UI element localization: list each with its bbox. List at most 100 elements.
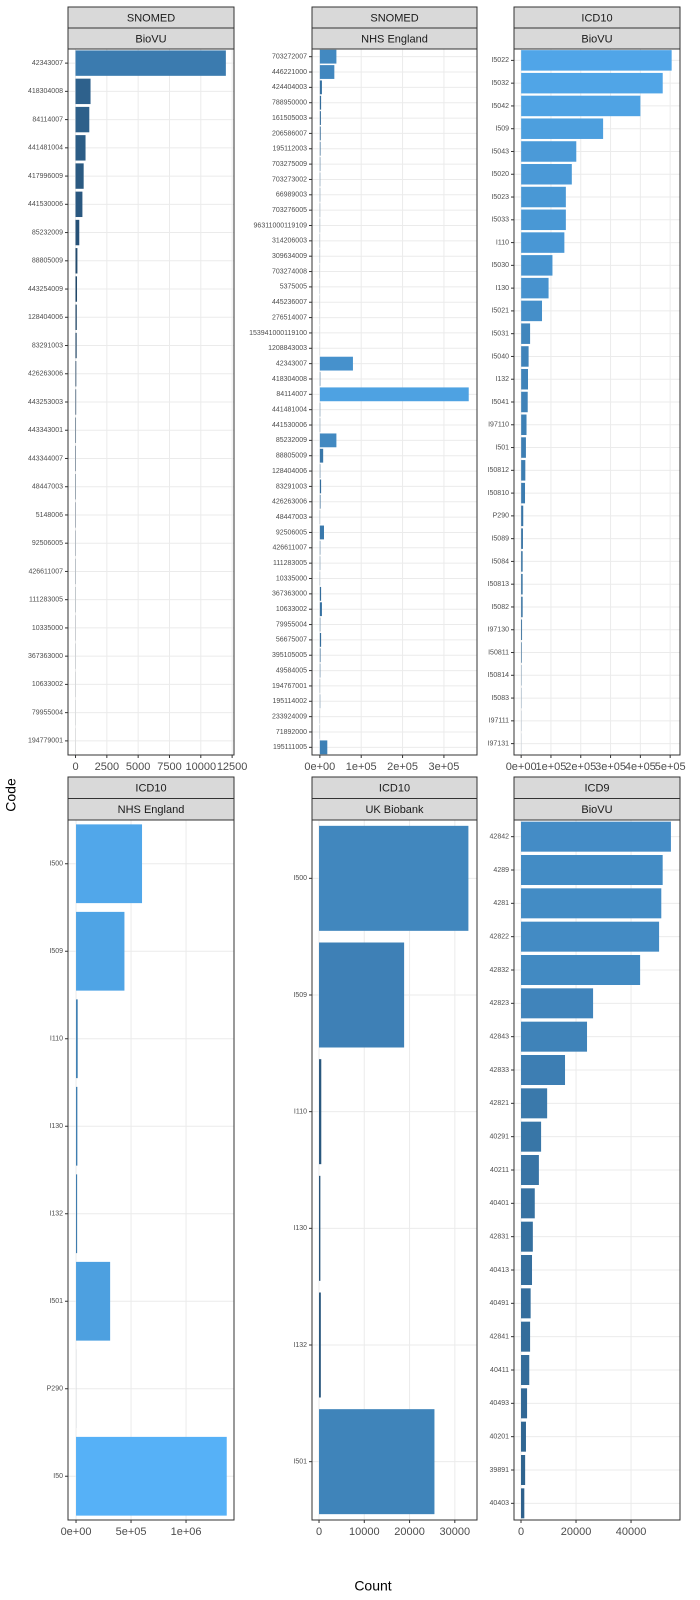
x-tick-label: 7500 [157,761,181,773]
x-tick-label: 10000 [186,761,217,773]
x-tick-label: 30000 [440,1526,471,1538]
y-tick-label: 195111005 [273,744,307,751]
bar [521,921,660,952]
y-tick-label: 367363000 [272,591,307,598]
y-tick-label: 788950000 [272,100,307,107]
bar [521,460,526,481]
bar [319,1292,321,1398]
bar [319,648,321,663]
bar [319,1059,322,1165]
bar [319,825,469,931]
y-tick-label: 441530006 [28,201,63,208]
x-tick-label: 5e+05 [655,761,686,773]
bar [75,361,77,387]
y-tick-label: 4289 [493,867,509,874]
bar [319,433,337,448]
y-tick-label: 703272007 [272,54,307,61]
bar [521,323,531,344]
bar [319,80,322,95]
bar [521,1455,526,1485]
bar [319,525,324,540]
facet-strip-label: SNOMED [127,12,175,24]
bar [521,186,566,208]
bar [521,95,641,117]
bar [319,95,322,110]
panel-border [513,819,681,1521]
bar [521,391,528,413]
bar [521,528,523,549]
y-tick-label: I5082 [491,604,509,611]
x-tick-label: 0e+00 [506,761,537,773]
y-tick-label: 40201 [490,1434,510,1441]
y-tick-label: I5030 [491,262,509,269]
bar [76,1436,227,1516]
bar [319,65,335,79]
y-tick-label: 703274008 [272,268,307,275]
panel-border [67,48,235,756]
bar [521,1321,531,1352]
y-tick-label: 443344007 [28,455,63,462]
y-tick-label: 426263006 [272,499,307,506]
x-tick-label: 12500 [217,761,248,773]
facet-strip-label: ICD9 [584,783,609,795]
bar [319,1175,321,1281]
bar [319,356,353,371]
bar [319,448,324,463]
y-tick-label: 10335000 [276,575,307,582]
panel-background [312,49,477,755]
bar [521,482,526,504]
y-tick-label: I5031 [491,331,509,338]
y-tick-label: 309634009 [272,253,307,260]
y-tick-label: 703276005 [272,207,307,214]
y-tick-label: 153941000119100 [249,330,307,337]
bar [75,191,83,218]
y-tick-label: I50814 [488,672,510,679]
bar [521,346,529,367]
y-tick-label: 40403 [490,1500,510,1507]
y-tick-label: I110 [496,239,509,246]
bar [521,277,549,299]
y-tick-label: 42832 [490,967,510,974]
x-tick-label: 20000 [561,1526,592,1538]
bar [521,118,604,139]
y-tick-label: 703275009 [272,161,307,168]
x-tick-label: 1e+05 [536,761,567,773]
y-tick-label: 5375005 [280,284,307,291]
y-tick-label: 195114002 [272,698,307,705]
bar [76,1261,111,1341]
y-tick-label: 161505003 [272,115,307,122]
facet-strip-label: NHS England [118,804,185,816]
y-tick-label: I509 [495,126,509,133]
y-tick-label: 92506005 [276,529,307,536]
bar [319,141,321,156]
y-tick-label: 194767001 [272,683,307,690]
y-tick-label: 42823 [490,1000,510,1007]
y-tick-label: I501 [49,1298,63,1305]
bar [521,573,523,595]
y-tick-label: 128404006 [272,468,307,475]
y-tick-label: I5022 [491,57,509,64]
bar [521,888,662,919]
panel-background [312,820,477,1520]
bar [521,141,577,162]
bar [521,1188,535,1219]
y-tick-label: 92506005 [32,540,63,547]
bar [521,551,523,572]
y-tick-label: 40491 [490,1300,510,1307]
y-tick-label: I501 [495,444,509,451]
y-tick-label: 233924009 [272,713,307,720]
x-tick-label: 1e+05 [346,761,377,773]
bar [319,126,321,141]
bar [521,368,529,390]
y-tick-label: 446221000 [272,69,307,76]
x-tick-label: 2500 [95,761,119,773]
y-tick-label: 49584005 [276,667,307,674]
y-tick-label: 10633002 [276,606,307,613]
y-tick-label: I5041 [491,399,509,406]
y-tick-label: 1208843003 [268,345,307,352]
y-tick-label: I132 [49,1211,63,1218]
bar [319,632,322,647]
y-tick-label: 418304008 [28,88,63,95]
y-tick-label: I97131 [488,740,510,747]
bar [75,417,77,443]
